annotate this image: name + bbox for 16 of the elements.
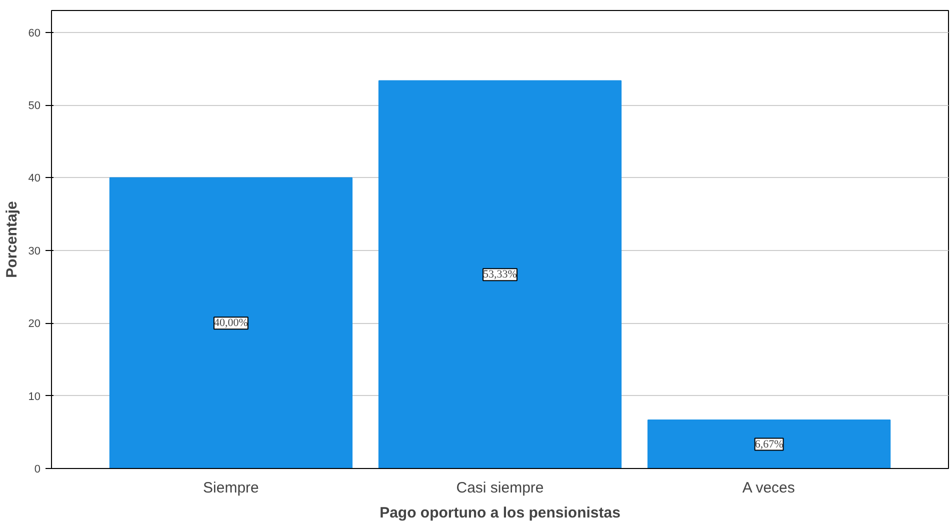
data-label: 53,33%	[483, 268, 517, 281]
x-axis-title: Pago oportuno a los pensionistas	[380, 504, 620, 522]
y-tick-label: 50	[28, 100, 41, 112]
bar	[647, 420, 891, 468]
y-tick-label: 0	[34, 464, 41, 476]
y-axis-title: Porcentaje	[3, 201, 20, 278]
bar	[109, 177, 353, 468]
y-tick-label: 10	[28, 390, 41, 403]
x-tick-label: A veces	[742, 480, 795, 496]
y-tick-label: 60	[28, 27, 41, 40]
y-tick-label: 40	[28, 172, 41, 185]
x-tick-label: Siempre	[203, 480, 259, 496]
x-tick-label: Casi siempre	[456, 480, 544, 496]
y-tick-label: 20	[28, 318, 41, 330]
bar	[378, 80, 622, 468]
y-tick-label: 30	[28, 245, 41, 258]
